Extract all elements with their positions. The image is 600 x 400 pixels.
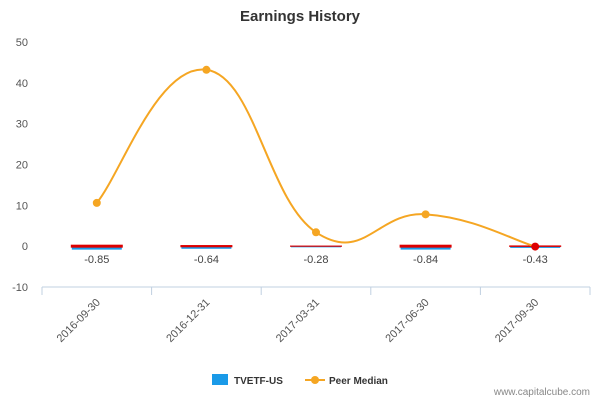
x-tick-label: 2017-09-30 (493, 297, 541, 345)
bar-data-label: -0.64 (194, 254, 219, 266)
peer-median-point (312, 228, 320, 237)
peer-median-point (421, 210, 430, 219)
y-tick-label: 50 (16, 37, 28, 49)
peer-median-point (202, 65, 211, 74)
legend-label-tvetf: TVETF-US (234, 376, 283, 387)
y-tick-label: 40 (16, 78, 28, 90)
bar (400, 246, 451, 250)
x-tick-label: 2017-06-30 (383, 297, 431, 345)
x-tick-label: 2017-03-31 (274, 297, 322, 345)
legend: TVETF-US Peer Median (212, 374, 388, 387)
bar-data-label: -0.28 (303, 254, 328, 266)
legend-label-peer-median: Peer Median (329, 376, 388, 387)
bar-marker (180, 245, 233, 248)
credit-text: www.capitalcube.com (493, 387, 590, 398)
bar-marker (399, 244, 452, 248)
bar-data-label: -0.84 (413, 254, 438, 266)
y-tick-label: -10 (12, 282, 28, 294)
data-labels: -0.85 -0.64 -0.28 -0.84 -0.43 (84, 254, 547, 266)
chart-title: Earnings History (240, 8, 361, 25)
x-tick-label: 2016-12-31 (164, 297, 212, 345)
legend-swatch-peer-marker (311, 376, 319, 384)
tvetf-bars (70, 244, 562, 250)
y-tick-label: 0 (22, 241, 28, 253)
bar-marker (70, 244, 123, 248)
y-tick-label: 10 (16, 200, 28, 212)
peer-median-series (92, 65, 540, 251)
peer-median-point (92, 198, 101, 207)
legend-swatch-tvetf (212, 374, 228, 385)
bar-data-label: -0.85 (84, 254, 109, 266)
y-tick-label: 30 (16, 119, 28, 131)
x-tick-label: 2016-09-30 (55, 297, 103, 345)
peer-median-line (96, 68, 536, 248)
bar-data-label: -0.43 (523, 254, 548, 266)
bar (71, 246, 122, 250)
y-tick-label: 20 (16, 160, 28, 172)
x-axis: 2016-09-30 2016-12-31 2017-03-31 2017-06-30… (41, 286, 591, 345)
bar (181, 246, 232, 249)
peer-median-point (531, 242, 540, 251)
bar-marker (290, 245, 342, 247)
y-axis: -10 0 10 20 30 40 50 (12, 37, 28, 294)
